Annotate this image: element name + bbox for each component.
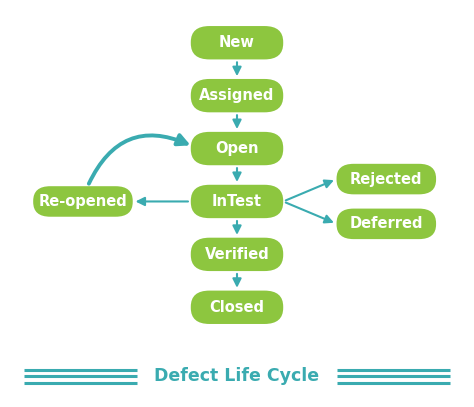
Text: Re-opened: Re-opened — [38, 194, 128, 209]
FancyBboxPatch shape — [337, 208, 436, 239]
FancyBboxPatch shape — [33, 186, 133, 217]
Text: Verified: Verified — [205, 247, 269, 262]
FancyBboxPatch shape — [191, 79, 283, 112]
Text: Defect Life Cycle: Defect Life Cycle — [155, 368, 319, 385]
Text: Deferred: Deferred — [349, 217, 423, 231]
FancyBboxPatch shape — [191, 26, 283, 59]
Text: Assigned: Assigned — [199, 88, 275, 103]
FancyBboxPatch shape — [191, 185, 283, 218]
Text: Closed: Closed — [210, 300, 264, 315]
FancyBboxPatch shape — [191, 238, 283, 271]
FancyBboxPatch shape — [191, 291, 283, 324]
Text: InTest: InTest — [212, 194, 262, 209]
FancyBboxPatch shape — [191, 132, 283, 165]
FancyBboxPatch shape — [337, 164, 436, 194]
Text: Open: Open — [215, 141, 259, 156]
Text: New: New — [219, 35, 255, 50]
Text: Rejected: Rejected — [350, 172, 422, 186]
